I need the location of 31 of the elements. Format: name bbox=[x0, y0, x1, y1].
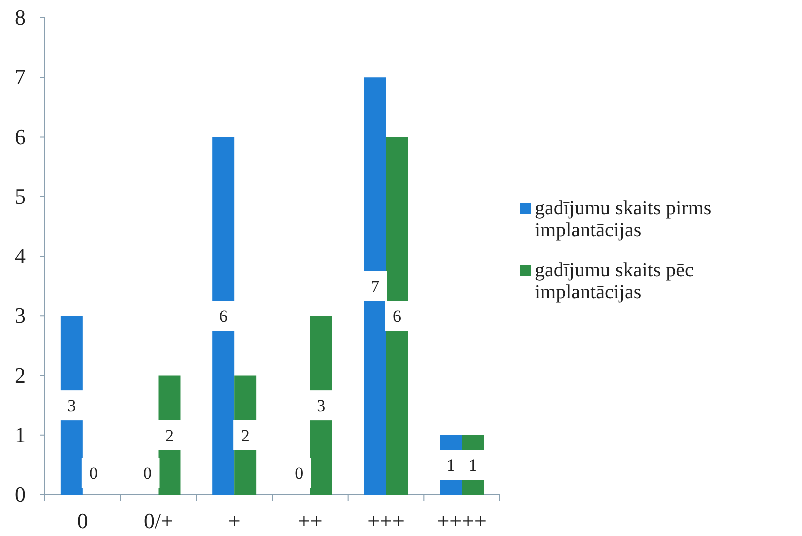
y-tick-label: 3 bbox=[15, 303, 26, 328]
x-tick-label: 0/+ bbox=[144, 508, 174, 534]
data-label: 0 bbox=[144, 464, 152, 483]
y-tick-label: 6 bbox=[15, 124, 26, 150]
x-tick-label: 0 bbox=[77, 508, 88, 534]
data-label: 2 bbox=[241, 426, 250, 446]
data-label: 3 bbox=[317, 396, 326, 416]
data-label: 7 bbox=[371, 277, 380, 296]
y-tick-label: 0 bbox=[15, 482, 26, 508]
y-tick-label: 5 bbox=[15, 184, 26, 209]
y-tick-label: 4 bbox=[15, 244, 26, 269]
x-tick-label: ++++ bbox=[437, 508, 487, 534]
bar bbox=[212, 137, 235, 495]
y-tick-label: 7 bbox=[15, 64, 26, 90]
data-label: 1 bbox=[468, 456, 478, 476]
bar bbox=[364, 78, 386, 495]
data-label: 0 bbox=[90, 464, 98, 483]
data-label: 2 bbox=[165, 426, 174, 446]
data-label: 0 bbox=[295, 464, 304, 483]
legend-label: gadījumu skaits pirms implantācijas bbox=[535, 198, 712, 242]
x-tick-label: +++ bbox=[368, 508, 405, 534]
x-tick-label: + bbox=[228, 508, 241, 534]
data-label: 6 bbox=[392, 307, 402, 326]
y-tick-label: 8 bbox=[15, 5, 26, 30]
x-tick-label: ++ bbox=[298, 508, 323, 534]
data-label: 1 bbox=[446, 456, 456, 476]
y-tick-label: 2 bbox=[15, 362, 26, 388]
legend-label: gadījumu skaits pēc implantācijas bbox=[535, 260, 694, 304]
data-label: 6 bbox=[219, 307, 228, 326]
data-label: 3 bbox=[68, 396, 76, 416]
y-tick-label: 1 bbox=[15, 422, 26, 448]
